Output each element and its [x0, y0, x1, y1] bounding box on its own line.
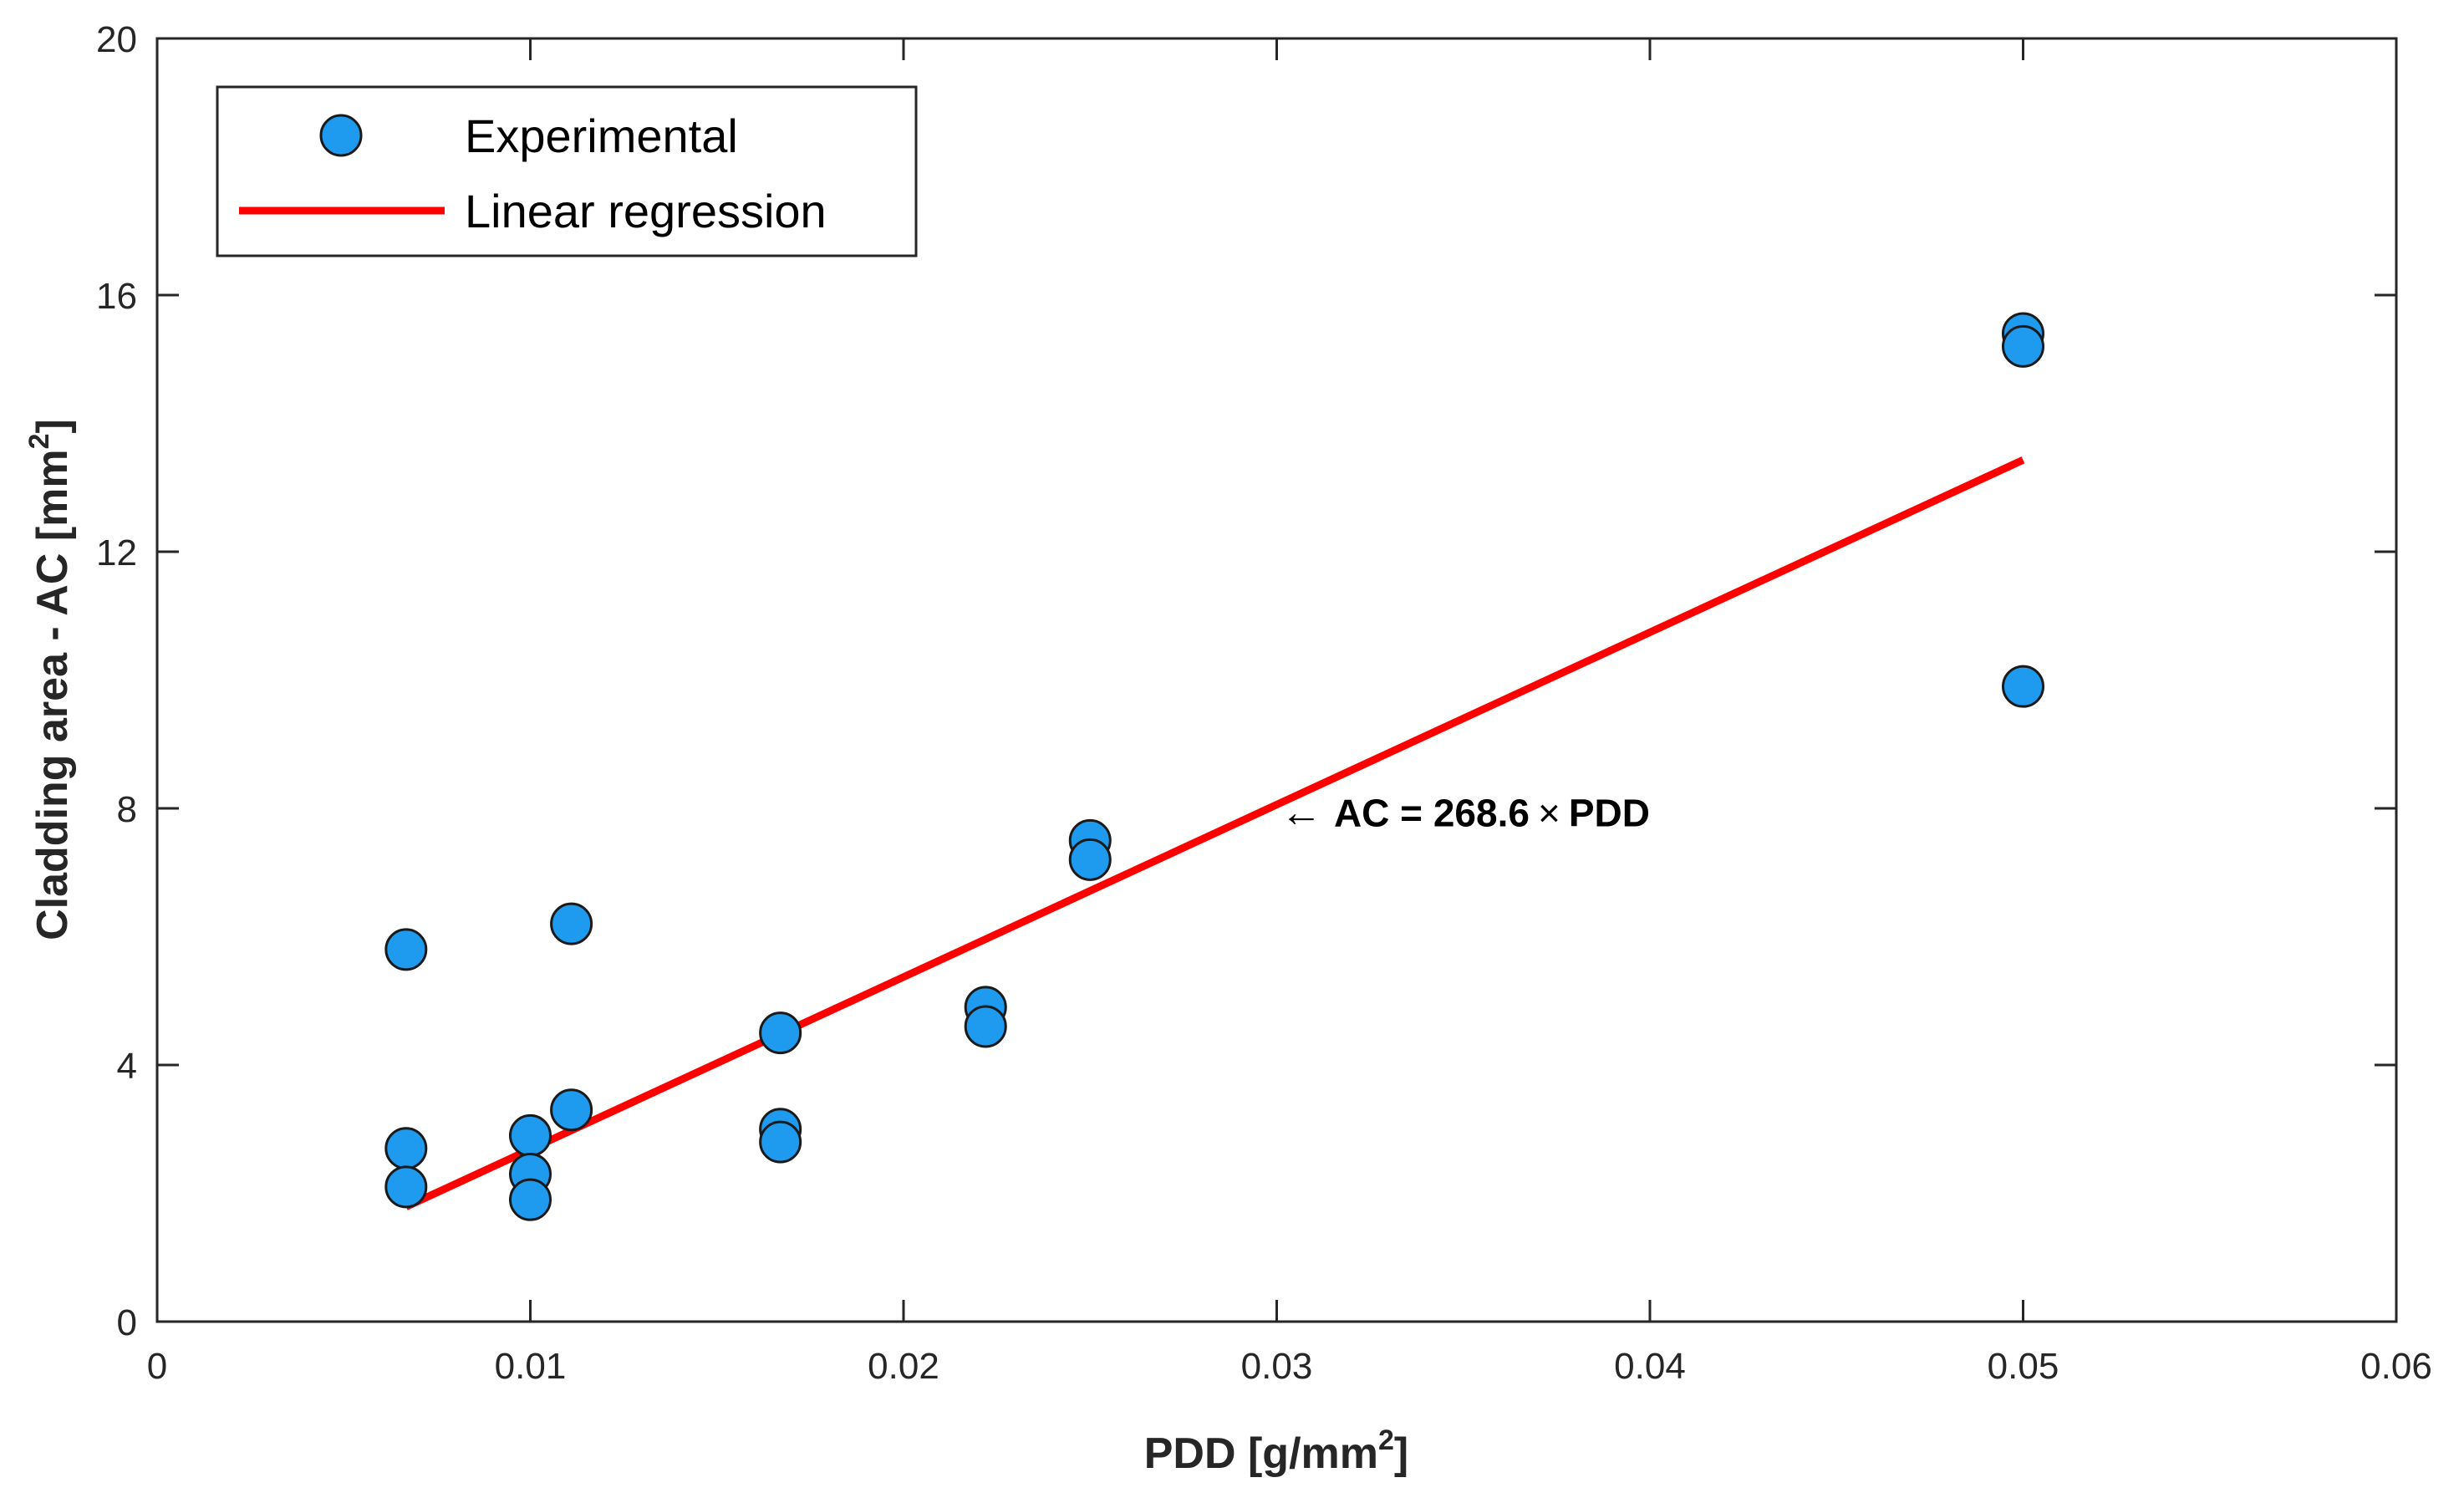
- annotation-equation-end: PDD: [1569, 791, 1650, 834]
- y-tick-label: 20: [96, 19, 137, 60]
- x-tick-label: 0.04: [1614, 1346, 1686, 1387]
- data-point: [759, 1120, 802, 1164]
- y-tick-label: 4: [117, 1046, 137, 1087]
- data-point: [2002, 665, 2044, 708]
- legend: Experimental Linear regression: [216, 85, 918, 257]
- data-point: [964, 1005, 1007, 1048]
- data-point: [509, 1113, 552, 1157]
- axis-ticks: [157, 38, 2396, 1322]
- annotation-arrow: ←: [1280, 788, 1322, 835]
- x-tick-label: 0.05: [1988, 1346, 2059, 1387]
- legend-box: [216, 85, 918, 257]
- regression-line: [404, 456, 2025, 1210]
- annotation-times: ×: [1538, 791, 1560, 834]
- y-tick-label: 8: [117, 789, 137, 830]
- y-tick-label: 16: [96, 276, 137, 317]
- data-point: [384, 1127, 428, 1170]
- x-tick-label: 0.02: [868, 1346, 939, 1387]
- data-point: [1068, 838, 1112, 881]
- y-tick-label: 12: [96, 532, 137, 573]
- x-axis-title: PDD [g/mm2]: [1144, 1424, 1409, 1478]
- data-point: [759, 1011, 802, 1055]
- legend-label-regression: Linear regression: [465, 185, 827, 237]
- legend-label-experimental: Experimental: [465, 110, 738, 162]
- x-tick-label: 0.06: [2360, 1346, 2432, 1387]
- data-point: [384, 1165, 428, 1209]
- annotation-equation: AC = 268.6: [1334, 791, 1530, 834]
- data-point: [2002, 324, 2044, 368]
- legend-marker-experimental: [319, 114, 363, 157]
- plot-frame: [155, 37, 2398, 1323]
- x-tick-label: 0.01: [495, 1346, 567, 1387]
- y-tick-label: 0: [117, 1302, 137, 1343]
- data-point: [550, 1088, 593, 1132]
- y-axis-title: Cladding area - AC [mm2]: [23, 419, 77, 940]
- x-tick-label: 0.03: [1241, 1346, 1313, 1387]
- data-point: [509, 1178, 552, 1221]
- experimental-points: [384, 312, 2044, 1221]
- data-point: [550, 902, 593, 945]
- x-tick-label: 0: [147, 1346, 167, 1387]
- axis-tick-labels: 0 0.01 0.02 0.03 0.04 0.05 0.06 0 4 8 12 16 20: [96, 19, 2432, 1387]
- data-point: [384, 928, 428, 971]
- equation-annotation: ← AC = 268.6 × PDD: [1280, 788, 1650, 835]
